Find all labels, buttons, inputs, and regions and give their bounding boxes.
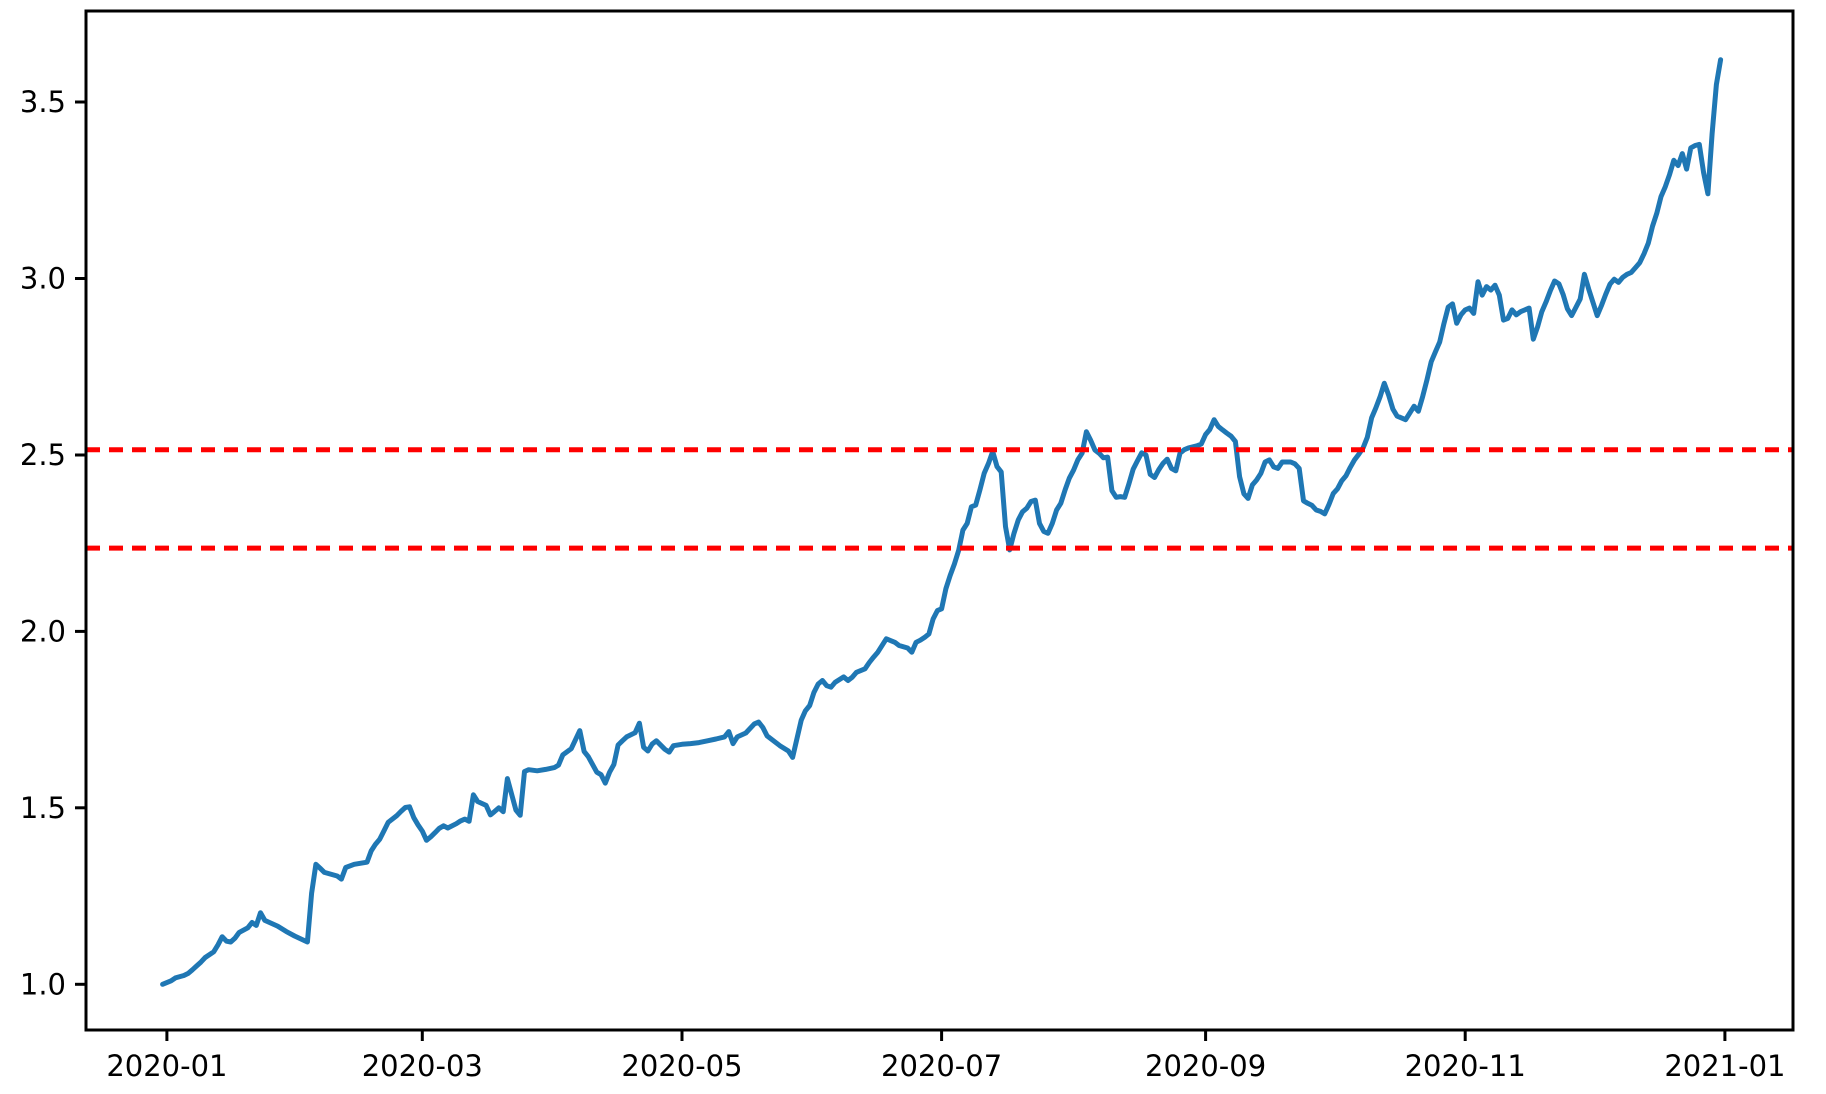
x-axis-tick-label: 2020-07: [881, 1049, 1002, 1083]
y-axis-tick-label: 2.0: [20, 614, 66, 648]
cumulative-growth-line: [160, 57, 1724, 987]
x-axis-tick-label: 2020-03: [362, 1049, 483, 1083]
x-axis-tick-label: 2020-01: [106, 1049, 227, 1083]
axes-spines: [84, 9, 1795, 1032]
x-axis-tick-label: 2020-05: [621, 1049, 742, 1083]
y-axis-tick-label: 3.5: [20, 85, 66, 119]
x-axis-tick-label: 2020-09: [1145, 1049, 1266, 1083]
y-axis-tick-label: 1.0: [20, 967, 66, 1001]
y-axis-tick-label: 2.5: [20, 438, 66, 472]
x-axis-tick-label: 2020-11: [1405, 1049, 1526, 1083]
y-axis-tick-label: 3.0: [20, 262, 66, 296]
y-axis-tick-label: 1.5: [20, 791, 66, 825]
x-axis-tick-label: 2021-01: [1664, 1049, 1785, 1083]
